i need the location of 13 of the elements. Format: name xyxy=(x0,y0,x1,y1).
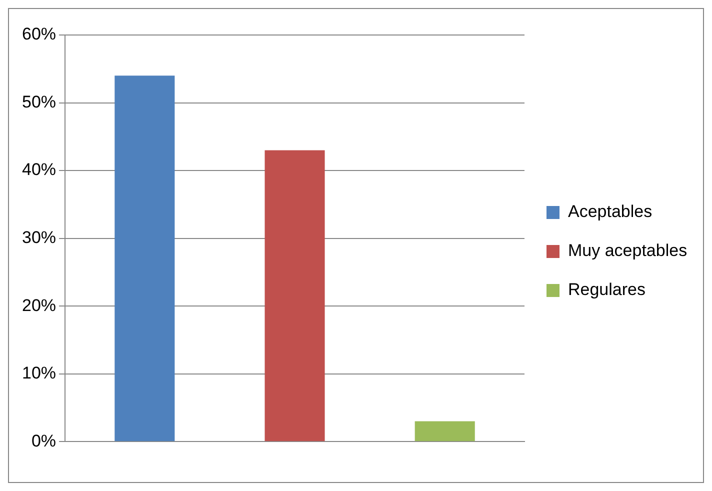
bar xyxy=(414,421,475,442)
y-tick-label: 60% xyxy=(22,24,56,44)
y-tick-label: 20% xyxy=(22,296,56,315)
y-tick-label: 50% xyxy=(22,92,56,112)
y-tick-label: 10% xyxy=(22,364,56,383)
y-tick-label: 0% xyxy=(31,431,56,450)
y-tick-label: 40% xyxy=(22,160,56,180)
legend-label: Regulares xyxy=(568,280,646,300)
y-tick-label: 30% xyxy=(22,228,56,247)
bar xyxy=(114,76,175,442)
legend-label: Aceptables xyxy=(568,202,652,222)
bar xyxy=(264,150,325,442)
legend-label: Muy aceptables xyxy=(568,241,688,260)
